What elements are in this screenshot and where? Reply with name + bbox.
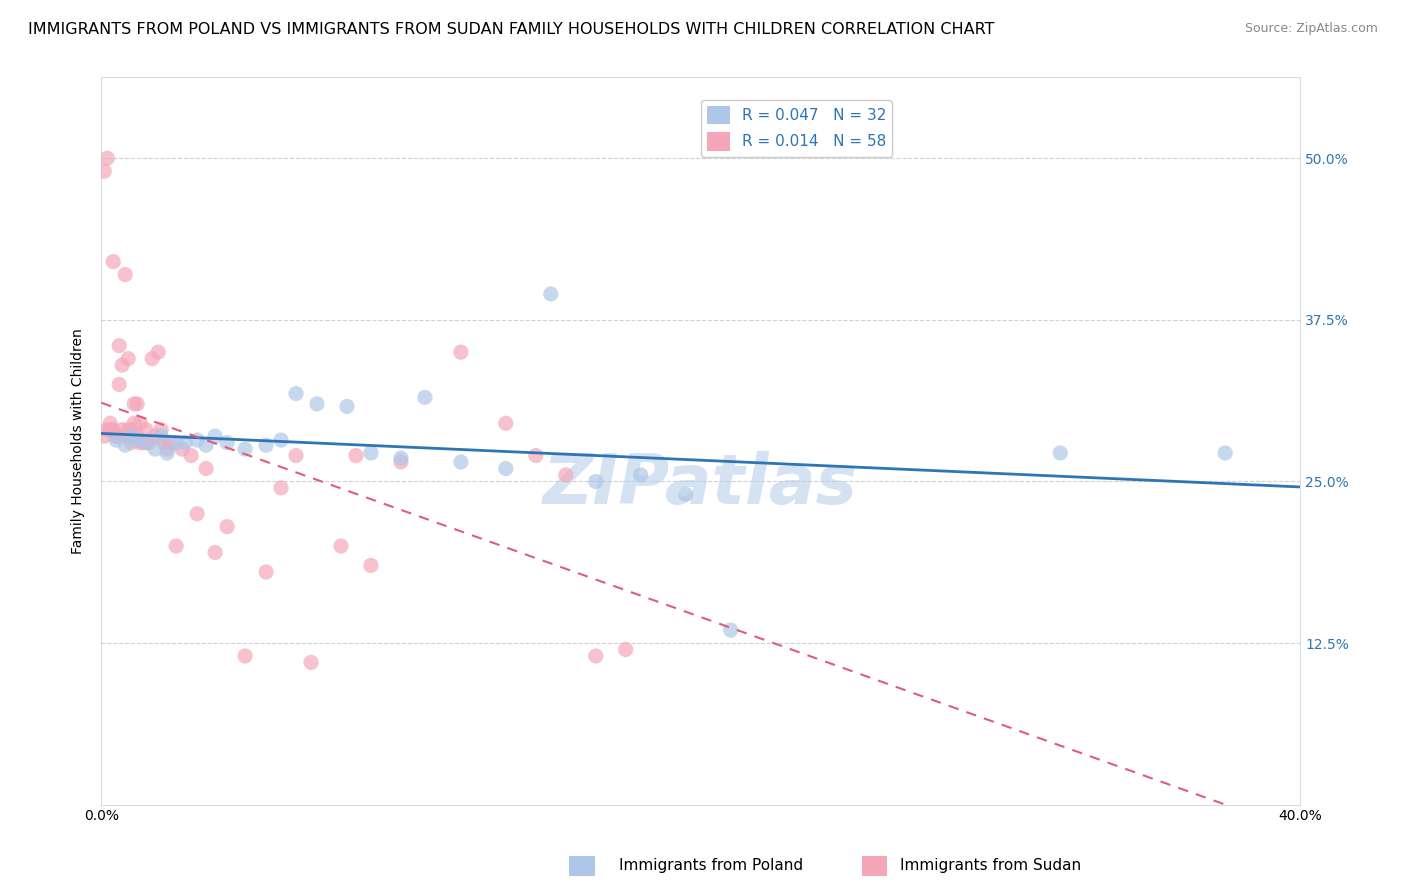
Point (450, 455, 472, 469)
Point (138, 435, 160, 450)
Point (254, 438, 277, 452)
Point (174, 435, 197, 450)
Point (180, 449, 202, 463)
Point (135, 435, 157, 450)
Point (150, 429, 173, 443)
Point (285, 386, 308, 401)
Point (98, 416, 121, 430)
Point (299, 656, 322, 670)
Point (93, 429, 115, 443)
Point (195, 461, 218, 475)
Point (129, 416, 152, 430)
Point (285, 449, 308, 463)
Point (117, 423, 139, 437)
Point (159, 435, 181, 450)
Point (165, 539, 187, 553)
Point (143, 442, 166, 456)
Point (233, 648, 256, 663)
Text: IMMIGRANTS FROM POLAND VS IMMIGRANTS FROM SUDAN FAMILY HOUSEHOLDS WITH CHILDREN : IMMIGRANTS FROM POLAND VS IMMIGRANTS FRO… (28, 22, 994, 37)
Point (336, 400, 359, 414)
Point (254, 565, 277, 579)
Point (585, 648, 607, 663)
Point (146, 345, 169, 359)
Point (132, 435, 155, 450)
Point (103, 423, 125, 437)
Point (96, 151, 118, 165)
Point (585, 475, 607, 489)
Point (127, 433, 149, 447)
Point (450, 345, 472, 359)
Point (413, 391, 436, 405)
Point (495, 461, 517, 475)
Point (156, 446, 179, 460)
Point (1213, 446, 1236, 460)
Point (127, 429, 149, 443)
Point (186, 433, 208, 447)
Point (165, 435, 187, 450)
Point (103, 254, 125, 268)
Point (122, 397, 145, 411)
Point (156, 442, 179, 456)
Point (172, 442, 194, 456)
Point (389, 451, 412, 466)
Point (330, 539, 353, 553)
Legend: R = 0.047   N = 32, R = 0.014   N = 58: R = 0.047 N = 32, R = 0.014 N = 58 (700, 100, 893, 157)
Point (270, 433, 292, 447)
Point (233, 442, 256, 456)
Point (135, 423, 157, 437)
Point (344, 449, 367, 463)
Point (524, 449, 547, 463)
Point (96, 423, 118, 437)
Point (105, 429, 128, 443)
Point (360, 558, 382, 573)
Point (98, 423, 121, 437)
Point (217, 435, 239, 450)
Point (720, 623, 742, 637)
Point (114, 438, 136, 452)
Point (1049, 446, 1071, 460)
Point (217, 519, 239, 533)
Point (554, 467, 576, 482)
Point (129, 435, 152, 450)
Point (195, 438, 218, 452)
Point (120, 429, 142, 443)
Text: ZIPatlas: ZIPatlas (543, 451, 858, 518)
Point (150, 423, 173, 437)
Point (114, 429, 136, 443)
Point (105, 433, 128, 447)
Point (141, 351, 163, 366)
Point (204, 545, 226, 559)
Point (614, 642, 637, 657)
Point (675, 487, 697, 501)
Point (360, 446, 382, 460)
Point (630, 467, 652, 482)
Point (305, 397, 328, 411)
Point (153, 435, 176, 450)
Point (108, 377, 131, 392)
Y-axis label: Family Households with Children: Family Households with Children (72, 328, 86, 554)
Point (389, 455, 412, 469)
Text: Immigrants from Sudan: Immigrants from Sudan (900, 858, 1081, 872)
Point (270, 481, 292, 495)
Point (122, 416, 145, 430)
Point (114, 268, 136, 282)
Point (117, 351, 139, 366)
Point (111, 423, 134, 437)
Text: Source: ZipAtlas.com: Source: ZipAtlas.com (1244, 22, 1378, 36)
Point (143, 429, 166, 443)
Text: Immigrants from Poland: Immigrants from Poland (619, 858, 803, 872)
Point (108, 339, 131, 353)
Point (93, 164, 115, 178)
Point (127, 397, 149, 411)
Point (111, 358, 134, 372)
Point (120, 435, 142, 450)
Point (204, 429, 226, 443)
Point (540, 287, 562, 301)
Point (186, 507, 208, 521)
Point (495, 416, 517, 430)
Point (120, 423, 142, 437)
Point (105, 429, 128, 443)
